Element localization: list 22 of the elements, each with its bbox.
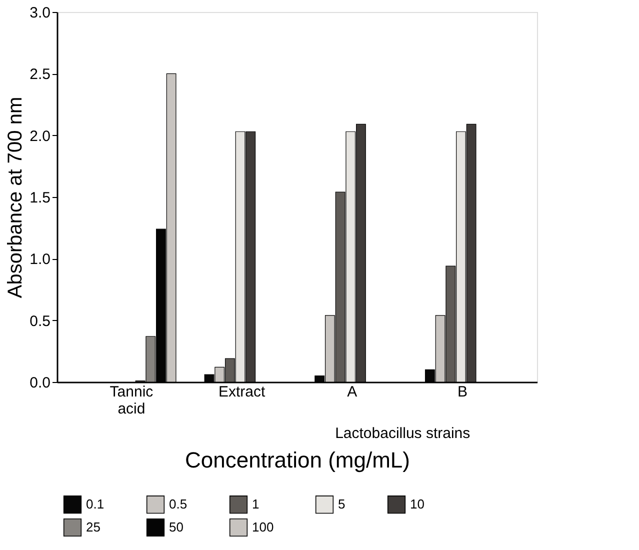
x-tick-label: Extract [218, 384, 266, 400]
legend-label: 0.5 [169, 496, 188, 512]
y-axis-title: Absorbance at 700 nm [4, 96, 27, 298]
y-tick-label: 2.0 [30, 128, 50, 145]
x-tick-label: Tannic acid [110, 384, 154, 418]
x-tick-label: A [347, 384, 358, 400]
legend-label: 10 [410, 496, 424, 512]
y-tick-label: 3.0 [30, 4, 50, 22]
x-tick-label: B [458, 384, 468, 400]
y-tick-label: 0.0 [30, 374, 50, 392]
legend-label: 0.1 [86, 496, 104, 512]
legend-label: 1 [252, 496, 260, 512]
legend-label: 25 [86, 520, 100, 534]
text: Lactobacillus strains [335, 425, 470, 442]
y-tick-label: 2.5 [30, 66, 50, 84]
y-tick-label: 1.5 [30, 190, 50, 206]
x-axis-title: Concentration (mg/mL) [185, 448, 410, 472]
legend-label: 5 [338, 496, 346, 512]
y-tick-label: 0.5 [30, 312, 50, 330]
y-tick-label: 1.0 [30, 251, 50, 268]
legend-label: 50 [169, 520, 184, 534]
legend-label: 100 [252, 520, 274, 534]
